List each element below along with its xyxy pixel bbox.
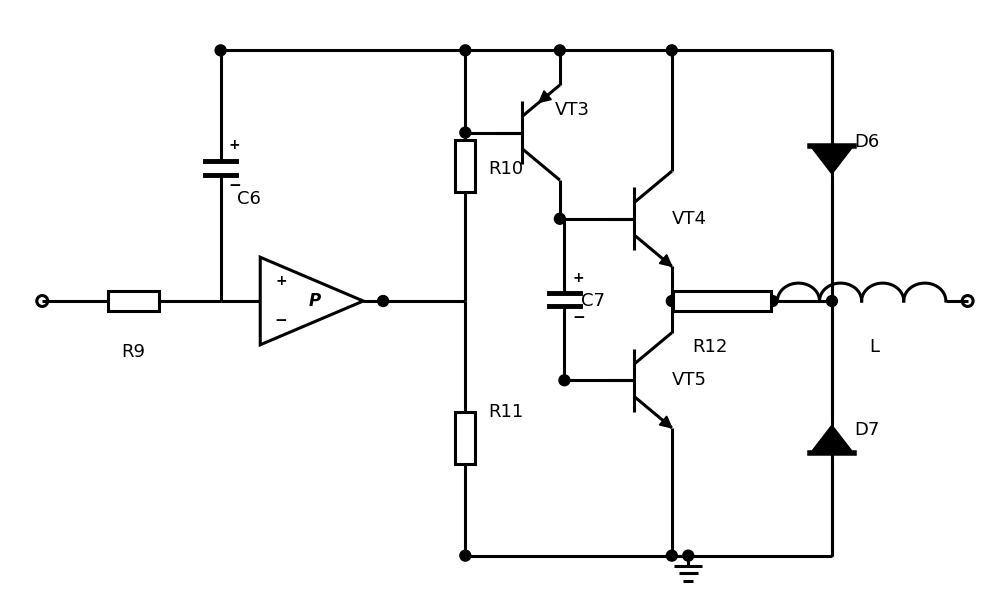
Polygon shape: [810, 145, 854, 174]
Polygon shape: [659, 416, 672, 428]
Text: +: +: [572, 271, 584, 285]
Text: +: +: [229, 138, 240, 152]
Text: −: −: [274, 313, 287, 328]
Circle shape: [460, 550, 471, 561]
Text: −: −: [572, 310, 585, 325]
Bar: [673, 291, 771, 311]
Text: +: +: [275, 274, 287, 288]
Polygon shape: [810, 425, 854, 453]
Polygon shape: [659, 254, 672, 267]
Text: C6: C6: [237, 190, 261, 208]
Bar: [455, 412, 475, 464]
Text: P: P: [308, 292, 320, 310]
Circle shape: [826, 295, 837, 306]
Text: R11: R11: [488, 403, 523, 421]
Text: VT3: VT3: [554, 101, 589, 119]
Text: C7: C7: [581, 292, 605, 310]
Text: R10: R10: [488, 160, 523, 178]
Circle shape: [767, 295, 778, 306]
Text: R12: R12: [692, 338, 728, 356]
Circle shape: [378, 295, 389, 306]
Bar: [108, 291, 159, 311]
Polygon shape: [539, 91, 551, 103]
Bar: [455, 140, 475, 192]
Text: D6: D6: [855, 133, 880, 151]
Circle shape: [215, 45, 226, 56]
Text: R9: R9: [121, 343, 145, 361]
Circle shape: [554, 213, 565, 224]
Circle shape: [554, 45, 565, 56]
Text: D7: D7: [855, 421, 880, 439]
Text: −: −: [228, 178, 241, 193]
Text: L: L: [870, 338, 880, 356]
Circle shape: [460, 45, 471, 56]
Circle shape: [559, 375, 570, 386]
Circle shape: [666, 295, 677, 306]
Circle shape: [666, 45, 677, 56]
Text: VT4: VT4: [671, 210, 706, 228]
Text: VT5: VT5: [671, 371, 706, 390]
Polygon shape: [260, 257, 363, 345]
Circle shape: [666, 550, 677, 561]
Circle shape: [460, 127, 471, 138]
Circle shape: [683, 550, 694, 561]
